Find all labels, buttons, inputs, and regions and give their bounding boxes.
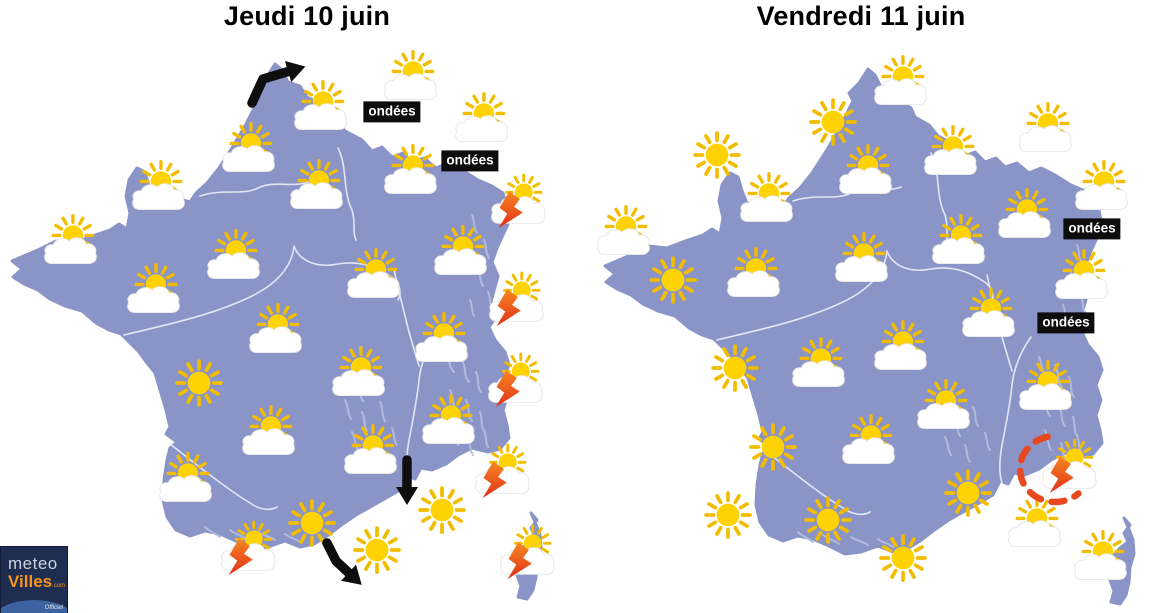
wind-arrow-northeast-head: [284, 61, 306, 83]
sun-cloud-icon: [1076, 162, 1128, 210]
sun-cloud-storm-icon: [476, 445, 529, 498]
left-map-title: Jeudi 10 juin: [223, 1, 391, 31]
sun-cloud-icon: [875, 57, 927, 105]
wind-arrow-southeast: [322, 538, 355, 579]
logo-villes-text: Villes.com: [8, 572, 66, 591]
sun-cloud-icon: [1020, 104, 1072, 152]
logo-tagline: Officiel: [44, 605, 63, 611]
sun-icon: [355, 528, 399, 572]
wind-arrow-southeast-head: [341, 564, 362, 585]
logo-swoosh: [1, 600, 67, 613]
annotations-layer: [247, 61, 1082, 585]
sun-cloud-icon: [456, 94, 508, 142]
logo-com-suffix: .com: [52, 583, 66, 589]
sun-icon: [706, 493, 750, 537]
sun-cloud-storm-icon: [501, 526, 554, 579]
storm-highlight-circle: [1016, 433, 1082, 506]
sun-cloud-icon: [741, 174, 793, 222]
sun-icon: [420, 488, 464, 532]
right-map-title: Vendredi 11 juin: [756, 1, 966, 31]
wind-arrow-northeast: [247, 66, 295, 108]
wind-arrow-south-head: [396, 487, 418, 505]
sun-cloud-icon: [385, 52, 437, 100]
meteovilles-logo: meteo Villes.com Officiel: [0, 546, 68, 613]
sun-cloud-icon: [598, 207, 650, 255]
sun-icon: [695, 133, 739, 177]
sun-cloud-icon: [1009, 499, 1061, 547]
logo-meteo-text: meteo: [8, 554, 58, 573]
